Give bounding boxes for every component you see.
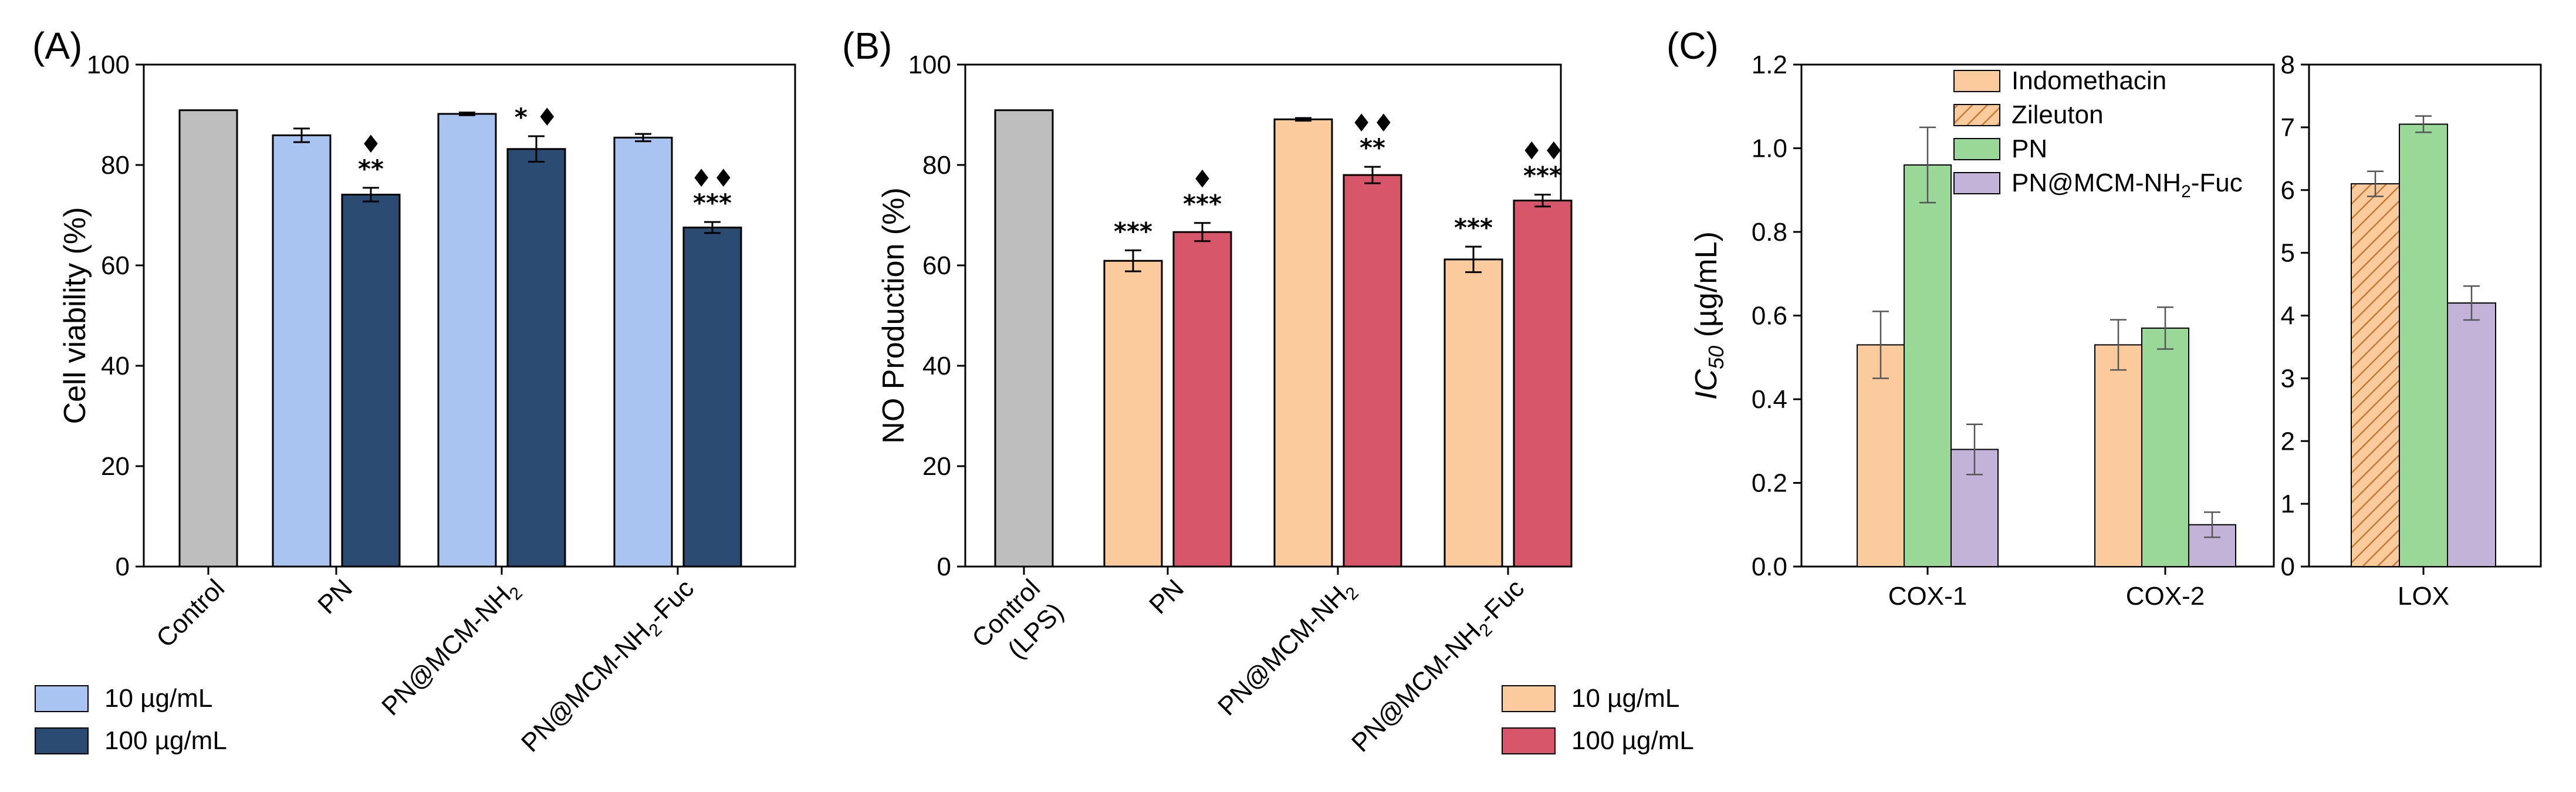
panel1-bar [1513, 200, 1573, 568]
legend-c-item-label: PN@MCM-NH2​-Fuc [2012, 168, 2243, 201]
panel2-category-label: COX-2 [2126, 582, 2205, 611]
panel0-panel-label: (A) [32, 25, 82, 67]
panel3-ytick-label: 6 [2281, 176, 2295, 205]
panel0-bar [506, 148, 566, 568]
panel1-ytick-label: 100 [908, 50, 951, 79]
panel1-ytick-label: 20 [922, 452, 951, 481]
legend-a-item-label: 100 µg/mL [104, 726, 227, 755]
panel3-bar [2351, 183, 2400, 567]
panel3-ytick-label: 4 [2281, 302, 2295, 331]
panel0-bar [341, 194, 401, 568]
panel1-y-axis-label: NO Production (%) [877, 187, 911, 443]
panel0-bar [613, 136, 673, 568]
panel0-significance-mark: ♦♦ [690, 164, 734, 193]
panel2-ytick-label: 0.4 [1752, 385, 1787, 414]
panel0-significance-mark: * ♦ [515, 103, 558, 132]
panel2-ytick-label: 0.0 [1752, 552, 1787, 581]
legend-a-item-swatch [35, 727, 89, 754]
legend-c-item-swatch [1953, 138, 2000, 160]
legend-b-item-label: 100 µg/mL [1571, 726, 1694, 755]
panel2-bar [2141, 327, 2189, 567]
panel1-significance-mark: *** [1114, 217, 1152, 245]
panel1-bar [1343, 174, 1402, 568]
panel1-bar [1443, 258, 1503, 568]
legend-a-item-label: 10 µg/mL [104, 684, 212, 713]
panel0-ytick-label: 40 [101, 352, 130, 380]
legend-c-item-label: PN [2012, 134, 2047, 163]
panel1-bar [1103, 259, 1163, 568]
panel3-bar [2399, 123, 2448, 567]
panel0-ytick-label: 0 [116, 552, 130, 581]
panel0-bar [682, 226, 742, 568]
legend-c-item-swatch [1953, 70, 2000, 92]
panel2-bar [2094, 344, 2142, 567]
legend-c-item-swatch [1953, 104, 2000, 126]
panel0-significance-mark: *** [693, 188, 732, 217]
panel3-ytick-label: 5 [2281, 239, 2295, 268]
panel1-significance-mark: ♦♦ [1520, 137, 1564, 166]
panel3-category-label: LOX [2398, 582, 2449, 611]
panel0-ytick-label: 20 [101, 452, 130, 481]
panel2-ytick-label: 1.2 [1752, 50, 1787, 79]
panel3-ytick-label: 0 [2281, 552, 2295, 581]
panel0-bar [437, 113, 497, 568]
panel0-category-label: Control [151, 574, 230, 653]
legend-b-item-swatch [1502, 727, 1556, 754]
panel0-bar [178, 109, 238, 568]
legend-b-item-label: 10 µg/mL [1571, 684, 1679, 713]
panel2-ytick-label: 0.6 [1752, 302, 1787, 331]
panel3-ytick-label: 2 [2281, 427, 2295, 456]
panel3-ytick-label: 7 [2281, 113, 2295, 142]
panel1-ytick-label: 0 [937, 552, 951, 581]
legend-c-item-label: Zileuton [2012, 100, 2104, 129]
panel1-ytick-label: 80 [922, 151, 951, 180]
legend-c-item-swatch [1953, 172, 2000, 194]
panel0-category-label: PN@MCM-NH2​ [376, 574, 526, 724]
panel2-ytick-label: 1.0 [1752, 134, 1787, 163]
panel1-panel-label: (B) [842, 25, 892, 67]
panel2-ytick-label: 0.2 [1752, 469, 1787, 498]
panel0-ytick-label: 100 [87, 50, 130, 79]
panel3-ytick-label: 8 [2281, 50, 2295, 79]
panel1-significance-mark: *** [1523, 161, 1562, 190]
panel0-ytick-label: 80 [101, 151, 130, 180]
legend-a-item-swatch [35, 685, 89, 712]
panel1-significance-mark: *** [1454, 213, 1493, 242]
panel2-ytick-label: 0.8 [1752, 218, 1787, 247]
panel2-category-label: COX-1 [1888, 582, 1967, 611]
legend-c-item-label: Indomethacin [2012, 66, 2166, 95]
panel2-bar [1857, 344, 1905, 567]
panel1-category-label: PN [1144, 574, 1189, 619]
panel3-ytick-label: 1 [2281, 490, 2295, 518]
panel0-ytick-label: 60 [101, 251, 130, 280]
panel0-category-label: PN [312, 574, 358, 619]
panel1-ytick-label: 60 [922, 251, 951, 280]
panel3-ytick-label: 3 [2281, 364, 2295, 393]
panel0-bar [272, 134, 332, 568]
panel0-significance-mark: ♦ [360, 130, 382, 159]
panel1-significance-mark: ♦♦ [1350, 109, 1394, 137]
panel1-significance-mark: ♦ [1191, 165, 1213, 194]
panel1-ytick-label: 40 [922, 352, 951, 380]
panel3-bar [2447, 302, 2496, 567]
panel2-y-axis-label: IC50 (µg/mL) [1689, 231, 1728, 400]
panel0-y-axis-label: Cell viability (%) [58, 207, 92, 424]
panel1-bar [1273, 118, 1333, 568]
panel1-category-label: PN@MCM-NH2​ [1212, 574, 1363, 724]
panel2-panel-label: (C) [1666, 25, 1719, 67]
panel1-bar [994, 109, 1054, 568]
panel1-significance-mark: *** [1183, 190, 1222, 218]
panel0-significance-mark: ** [358, 154, 384, 183]
panel1-bar [1172, 231, 1232, 568]
panel0-category-label: PN@MCM-NH2​-Fuc [516, 574, 702, 760]
panel2-bar [1904, 164, 1952, 567]
panel1-significance-mark: ** [1360, 133, 1385, 162]
legend-b-item-swatch [1502, 685, 1556, 712]
